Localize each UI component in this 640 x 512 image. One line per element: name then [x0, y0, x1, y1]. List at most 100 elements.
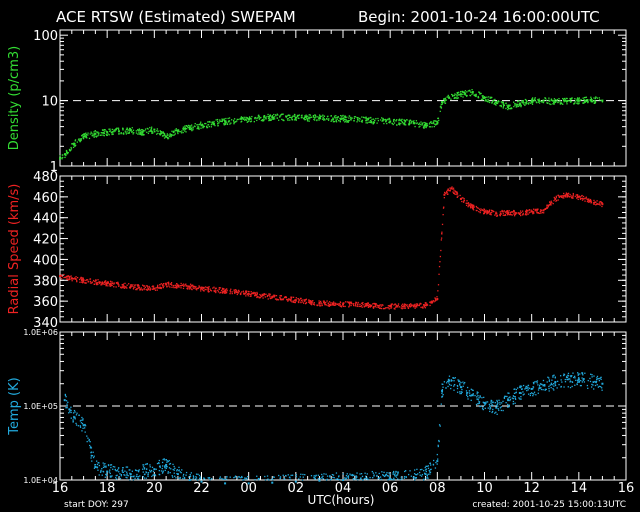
data-point	[359, 118, 360, 119]
data-point	[110, 283, 111, 284]
data-point	[357, 304, 358, 305]
data-point	[540, 209, 541, 210]
data-point	[508, 214, 509, 215]
data-point	[537, 382, 538, 383]
data-point	[492, 411, 493, 412]
data-point	[485, 97, 486, 98]
data-point	[515, 213, 516, 214]
data-point	[375, 306, 376, 307]
data-point	[267, 114, 268, 115]
data-point	[569, 196, 570, 197]
data-point	[372, 303, 373, 304]
data-point	[503, 107, 504, 108]
data-point	[295, 118, 296, 119]
data-point	[65, 394, 66, 395]
data-point	[477, 395, 478, 396]
data-point	[513, 401, 514, 402]
data-point	[120, 133, 121, 134]
data-point	[187, 287, 188, 288]
data-point	[90, 281, 91, 282]
data-point	[372, 477, 373, 478]
data-point	[557, 102, 558, 103]
data-point	[225, 289, 226, 290]
data-point	[256, 294, 257, 295]
data-point	[308, 299, 309, 300]
data-point	[578, 101, 579, 102]
data-point	[268, 118, 269, 119]
data-point	[581, 377, 582, 378]
data-point	[65, 277, 66, 278]
data-point	[336, 117, 337, 118]
data-point	[470, 207, 471, 208]
data-point	[68, 275, 69, 276]
data-point	[226, 289, 227, 290]
data-point	[183, 474, 184, 475]
data-point	[247, 476, 248, 477]
data-point	[497, 414, 498, 415]
data-point	[571, 197, 572, 198]
data-point	[107, 285, 108, 286]
data-point	[420, 124, 421, 125]
data-point	[159, 474, 160, 475]
data-point	[291, 475, 292, 476]
data-point	[141, 131, 142, 132]
data-point	[510, 212, 511, 213]
data-point	[201, 286, 202, 287]
data-point	[279, 478, 280, 479]
data-point	[437, 290, 438, 291]
data-point	[559, 100, 560, 101]
data-point	[373, 306, 374, 307]
data-point	[195, 478, 196, 479]
data-point	[489, 404, 490, 405]
data-point	[116, 475, 117, 476]
data-point	[549, 204, 550, 205]
data-point	[521, 386, 522, 387]
data-point	[599, 204, 600, 205]
data-point	[132, 286, 133, 287]
data-point	[163, 283, 164, 284]
data-point	[430, 469, 431, 470]
data-point	[334, 116, 335, 117]
data-point	[144, 467, 145, 468]
data-point	[514, 393, 515, 394]
data-point	[138, 284, 139, 285]
data-point	[538, 389, 539, 390]
data-point	[269, 294, 270, 295]
data-point	[333, 474, 334, 475]
data-point	[85, 137, 86, 138]
data-point	[165, 470, 166, 471]
data-point	[184, 477, 185, 478]
data-point	[393, 478, 394, 479]
data-point	[513, 398, 514, 399]
data-point	[328, 118, 329, 119]
data-point	[226, 478, 227, 479]
data-point	[594, 103, 595, 104]
data-point	[196, 477, 197, 478]
data-point	[74, 411, 75, 412]
data-point	[532, 101, 533, 102]
data-point	[443, 394, 444, 395]
data-point	[203, 288, 204, 289]
data-point	[567, 377, 568, 378]
data-point	[572, 386, 573, 387]
data-point	[489, 211, 490, 212]
data-point	[532, 104, 533, 105]
data-point	[289, 477, 290, 478]
data-point	[485, 408, 486, 409]
data-point	[517, 101, 518, 102]
data-point	[565, 195, 566, 196]
data-point	[234, 292, 235, 293]
data-point	[106, 471, 108, 473]
data-point	[67, 405, 68, 406]
data-point	[408, 474, 409, 475]
data-point	[492, 210, 493, 211]
data-point	[433, 120, 434, 121]
data-point	[139, 133, 140, 134]
data-point	[244, 117, 245, 118]
data-point	[543, 100, 544, 101]
data-point	[595, 204, 596, 205]
data-point	[116, 478, 117, 479]
data-point	[429, 471, 430, 472]
data-point	[111, 464, 112, 465]
data-point	[536, 211, 537, 212]
